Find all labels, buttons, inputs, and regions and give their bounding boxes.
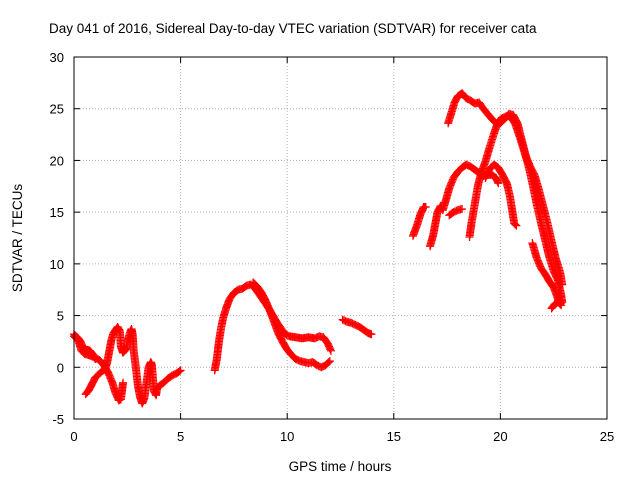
series-track-i xyxy=(445,205,467,220)
y-tick-label: 15 xyxy=(50,205,64,220)
series-track-m xyxy=(528,239,566,310)
data-point xyxy=(458,205,467,214)
series-track-c xyxy=(81,322,185,408)
data-point xyxy=(90,353,99,362)
x-axis-label: GPS time / hours xyxy=(289,459,392,474)
y-axis-label: SDTVAR / TECUs xyxy=(10,184,25,293)
data-point xyxy=(558,280,567,289)
x-tick-label: 0 xyxy=(70,429,77,444)
chart-title: Day 041 of 2016, Sidereal Day-to-day VTE… xyxy=(49,21,537,36)
series-track-n xyxy=(547,298,566,313)
y-tick-label: 5 xyxy=(57,309,64,324)
x-tick-label: 20 xyxy=(493,429,507,444)
y-tick-label: -5 xyxy=(52,412,64,427)
data-point xyxy=(175,367,184,376)
data-point xyxy=(511,220,520,229)
series-track-b xyxy=(70,330,100,364)
data-point xyxy=(324,358,333,367)
data-point xyxy=(326,346,335,355)
x-tick-label: 10 xyxy=(280,429,294,444)
x-tick-label: 5 xyxy=(177,429,184,444)
data-point xyxy=(494,179,503,188)
x-tick-label: 25 xyxy=(600,429,614,444)
series-track-k xyxy=(444,89,567,289)
series-track-f xyxy=(338,315,376,339)
data-points xyxy=(70,89,567,408)
y-tick-label: 10 xyxy=(50,257,64,272)
data-point xyxy=(557,299,566,308)
series-track-e xyxy=(249,278,334,372)
data-point xyxy=(176,366,185,375)
data-point xyxy=(512,221,521,230)
data-point xyxy=(91,355,100,364)
data-point xyxy=(119,378,128,387)
y-tick-label: 30 xyxy=(50,50,64,65)
y-tick-label: 20 xyxy=(50,153,64,168)
x-tick-label: 15 xyxy=(387,429,401,444)
data-point xyxy=(325,357,334,366)
data-point xyxy=(421,202,430,211)
series-track-l xyxy=(481,160,521,230)
y-tick-label: 0 xyxy=(57,360,64,375)
series-track-g xyxy=(408,202,430,240)
y-tick-label: 25 xyxy=(50,102,64,117)
plot-frame xyxy=(73,56,608,420)
data-point xyxy=(367,330,376,339)
series-track-d xyxy=(210,280,335,375)
axis-tick-labels: 0 5 10 15 20 25 -5 0 5 10 15 20 25 30 xyxy=(50,50,615,444)
